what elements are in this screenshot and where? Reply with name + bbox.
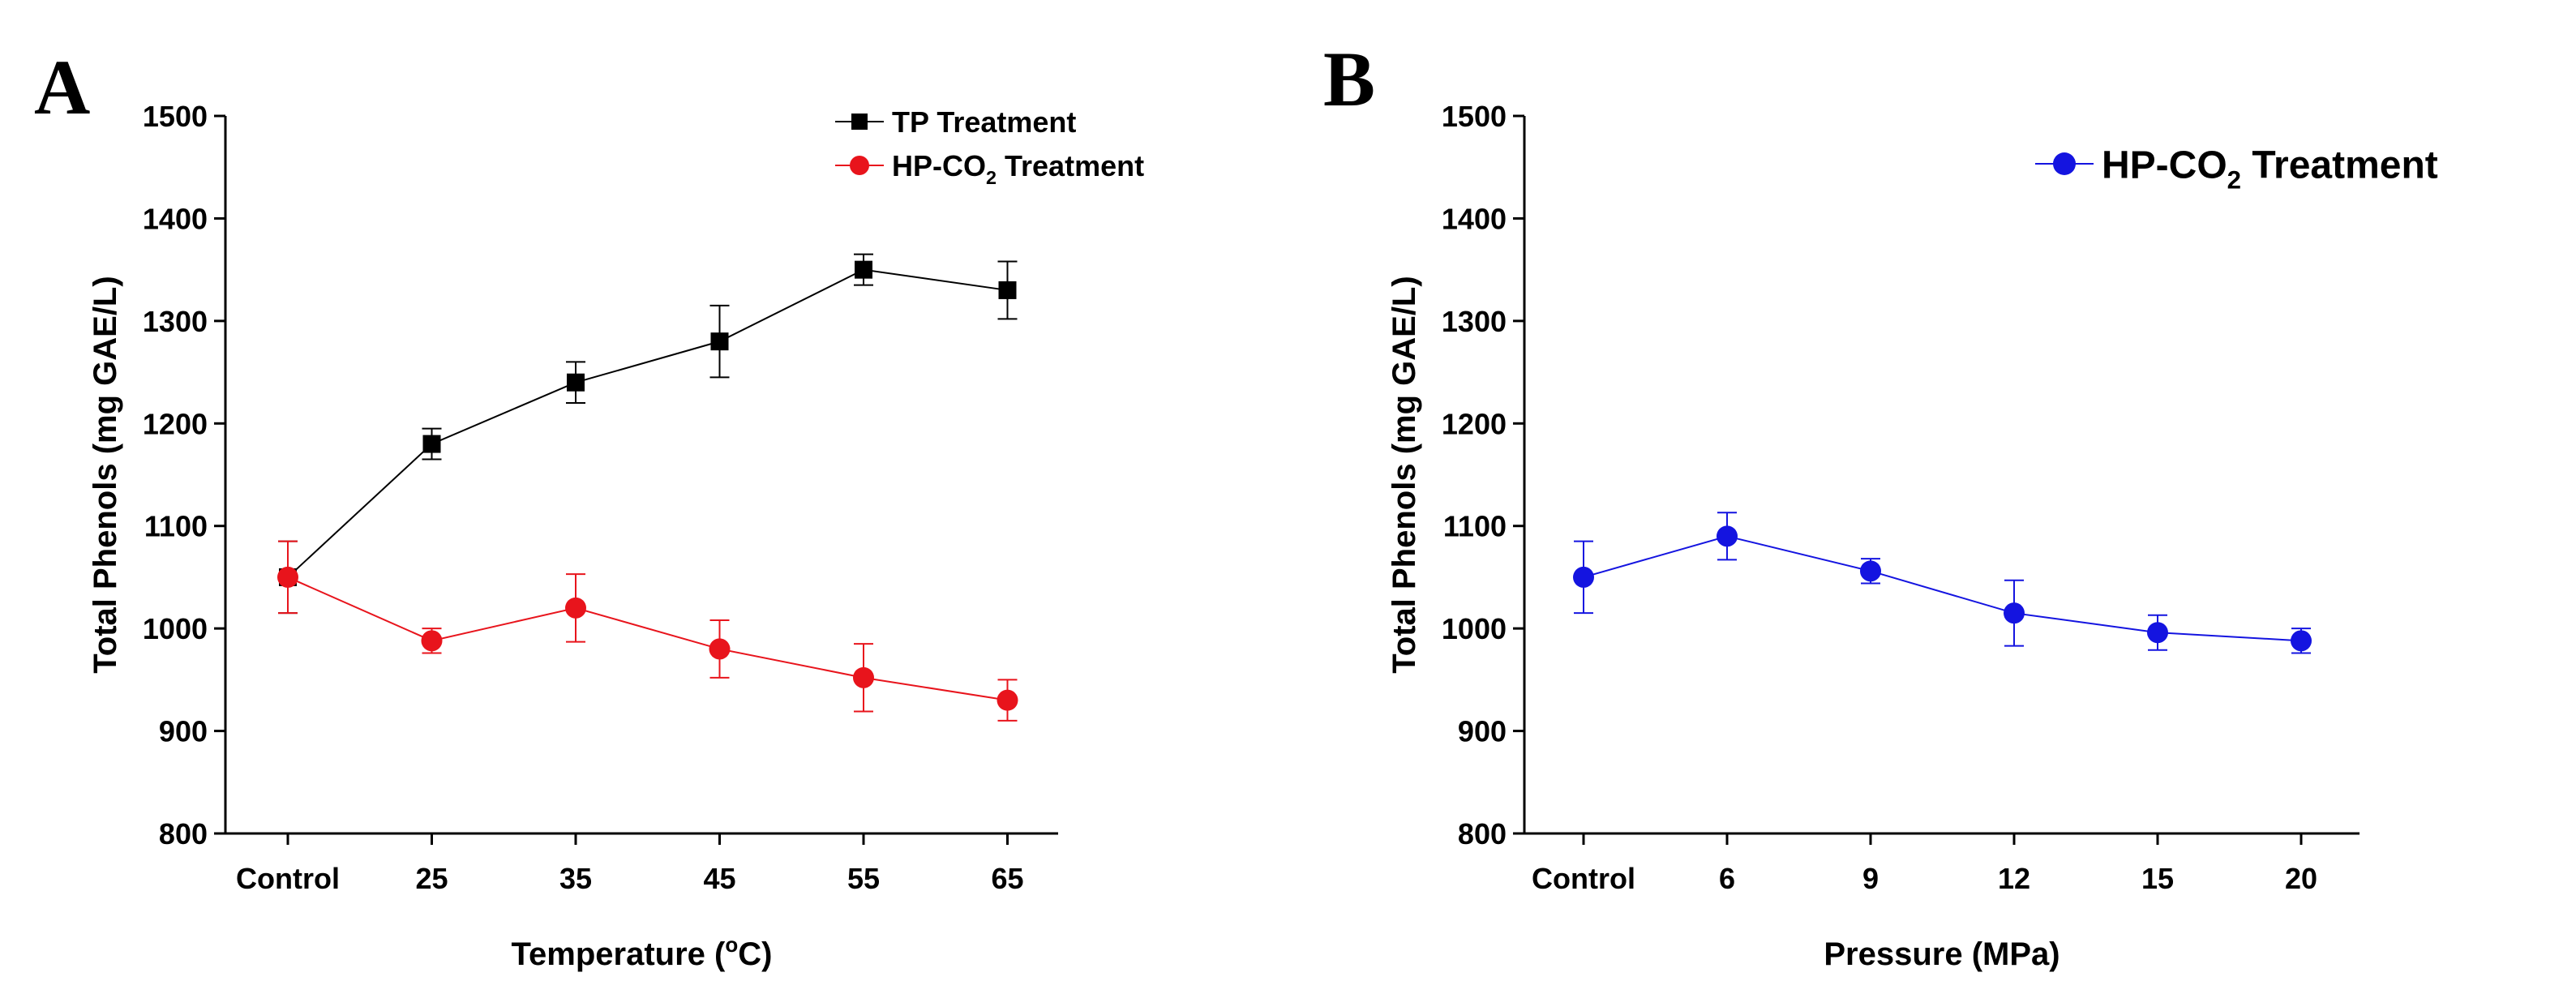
series-line	[287, 268, 1008, 578]
data-point	[2004, 602, 2025, 624]
y-tick-label: 800	[1458, 817, 1507, 850]
x-tick-label: 25	[415, 862, 448, 895]
data-point	[421, 630, 443, 652]
x-tick-label: Control	[1532, 862, 1635, 895]
x-axis-title-sup: o	[725, 932, 738, 957]
series-line	[287, 576, 1008, 701]
y-axis-title: Total Phenols (mg GAE/L)	[1387, 276, 1422, 673]
y-tick-label: 1300	[143, 305, 208, 338]
y-tick-label: 900	[159, 715, 208, 748]
data-point	[853, 666, 874, 688]
data-point	[277, 566, 298, 588]
legend-label-sub: 2	[2227, 166, 2241, 195]
x-tick-label: 65	[991, 862, 1023, 895]
y-tick-label: 1100	[1443, 510, 1507, 543]
series: HP-CO2 Treatment	[1573, 144, 2438, 654]
data-point	[855, 260, 872, 279]
legend-label: HP-CO2 Treatment	[2102, 144, 2438, 194]
legend-label: TP Treatment	[892, 105, 1076, 139]
data-point	[997, 689, 1018, 711]
y-tick-label: 1500	[1442, 100, 1507, 133]
x-axis-title-suffix: C)	[738, 936, 772, 972]
x-tick-label: 6	[1719, 862, 1735, 895]
x-axis-title: Temperature (oC)	[512, 932, 773, 972]
panel-b: B 800 900 1000 1100 1200 1300 1400 1500 Control 6 9…	[1323, 36, 2438, 972]
legend-label: HP-CO2 Treatment	[892, 149, 1144, 188]
y-tick-label: 800	[159, 817, 208, 850]
x-tick-label: 9	[1862, 862, 1879, 895]
series: TP Treatment	[278, 105, 1076, 615]
legend-label-main: HP-CO	[892, 149, 986, 182]
x-tick-label: 55	[847, 862, 880, 895]
y-tick-label: 1100	[144, 510, 208, 543]
y-axis-title: Total Phenols (mg GAE/L)	[88, 276, 123, 673]
x-tick-label: 35	[559, 862, 592, 895]
legend-label-sub: 2	[986, 167, 997, 188]
data-point	[710, 332, 729, 351]
x-axis-title: Pressure (MPa)	[1824, 936, 2060, 972]
x-tick-label: Control	[236, 862, 340, 895]
x-axis-title-main: Temperature (	[512, 936, 726, 972]
legend-label-suffix: Treatment	[997, 149, 1144, 182]
series-line	[1583, 535, 2302, 642]
x-tick-label: 15	[2141, 862, 2174, 895]
legend-marker	[851, 114, 868, 130]
y-tick-label: 1500	[143, 100, 208, 133]
data-point	[1717, 525, 1738, 547]
data-point	[565, 597, 586, 619]
data-point	[709, 638, 731, 660]
panel-letter: A	[34, 44, 90, 131]
series: HP-CO2 Treatment	[277, 149, 1144, 722]
legend-marker	[850, 156, 869, 175]
x-tick-label: 20	[2285, 862, 2317, 895]
x-tick-label: 45	[703, 862, 735, 895]
legend-label-main: TP Treatment	[892, 105, 1076, 139]
y-tick-label: 900	[1458, 715, 1507, 748]
legend-marker	[2053, 152, 2076, 175]
data-point	[422, 435, 441, 453]
legend-label-suffix: Treatment	[2241, 144, 2438, 186]
panel-letter: B	[1323, 36, 1375, 122]
y-tick-label: 1200	[143, 407, 208, 440]
data-point	[998, 281, 1017, 299]
y-tick-label: 1000	[1442, 612, 1507, 645]
y-tick-label: 1400	[143, 202, 208, 235]
y-tick-label: 1000	[143, 612, 208, 645]
y-tick-label: 1200	[1442, 407, 1507, 440]
data-point	[1573, 566, 1594, 588]
legend-label-main: HP-CO	[2102, 144, 2227, 186]
y-tick-label: 1300	[1442, 305, 1507, 338]
data-point	[567, 373, 585, 392]
x-tick-label: 12	[1998, 862, 2030, 895]
data-point	[1860, 560, 1881, 582]
y-tick-label: 1400	[1442, 202, 1507, 235]
data-point	[2291, 630, 2312, 652]
data-point	[2147, 622, 2168, 644]
